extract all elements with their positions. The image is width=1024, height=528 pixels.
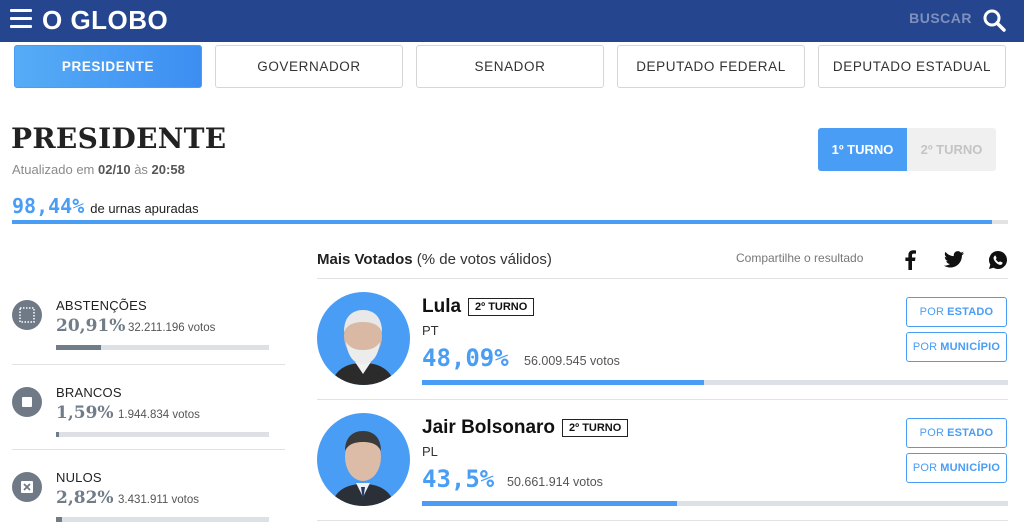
candidates-heading-rest: (% de votos válidos)	[416, 251, 552, 268]
stat-votes: 32.211.196 votos	[128, 322, 216, 334]
por-estado-button[interactable]: POR ESTADO	[906, 297, 1007, 327]
x-box-icon	[12, 472, 42, 502]
por-municipio-label: MUNICÍPIO	[940, 341, 1001, 353]
second-turno-badge: 2º TURNO	[468, 298, 535, 316]
first-turno-button[interactable]: 1º TURNO	[818, 128, 907, 171]
candidate-bar-fill	[422, 380, 704, 385]
stat-label: ABSTENÇÕES	[56, 298, 147, 313]
square-icon	[12, 387, 42, 417]
por-estado-prefix: POR	[919, 306, 945, 318]
logo[interactable]: O GLOBO	[42, 5, 169, 35]
tab-senador[interactable]: SENADOR	[416, 45, 604, 88]
whatsapp-icon[interactable]	[988, 250, 1008, 270]
stat-bar-fill	[56, 517, 62, 522]
divider	[317, 399, 1008, 400]
stat-percent: 20,91%	[56, 316, 126, 336]
stat-bar-fill	[56, 432, 60, 437]
urnas-percent: 98,44%	[12, 194, 85, 218]
divider	[317, 520, 1008, 521]
search-icon[interactable]	[982, 8, 1006, 32]
urnas-progress-fill	[12, 220, 993, 224]
second-turno-button[interactable]: 2º TURNO	[907, 128, 996, 171]
urnas-progress-bar	[12, 220, 1008, 224]
por-municipio-label: MUNICÍPIO	[940, 462, 1001, 474]
share-label: Compartilhe o resultado	[736, 251, 864, 265]
stat-bar-fill	[56, 345, 101, 350]
tab-presidente[interactable]: PRESIDENTE	[14, 45, 202, 88]
office-tabs: PRESIDENTE GOVERNADOR SENADOR DEPUTADO F…	[14, 45, 1006, 88]
candidate-party: PL	[422, 444, 438, 459]
stat-bar	[56, 432, 269, 437]
stat-bar	[56, 517, 269, 522]
second-turno-badge: 2º TURNO	[562, 419, 629, 437]
por-estado-label: ESTADO	[947, 306, 994, 318]
menu-icon[interactable]	[10, 9, 32, 29]
urnas-apuradas: 98,44% de urnas apuradas	[12, 194, 199, 218]
stat-bar	[56, 345, 269, 350]
updated-sep: às	[134, 162, 148, 177]
top-bar: O GLOBO BUSCAR	[0, 0, 1024, 42]
avatar	[317, 292, 410, 385]
candidate-row-lula: Lula 2º TURNO PT 48,09% 56.009.545 votos…	[317, 292, 1008, 402]
facebook-icon[interactable]	[903, 250, 917, 270]
updated-date: 02/10	[98, 162, 131, 177]
urnas-label: de urnas apuradas	[90, 201, 199, 216]
divider	[12, 449, 285, 450]
candidate-bar-fill	[422, 501, 677, 506]
por-estado-prefix: POR	[919, 427, 945, 439]
por-municipio-prefix: POR	[912, 341, 938, 353]
candidate-votes: 50.661.914 votos	[507, 475, 603, 489]
updated-prefix: Atualizado em	[12, 162, 95, 177]
candidates-heading-bold: Mais Votados	[317, 251, 413, 268]
candidate-votes: 56.009.545 votos	[524, 354, 620, 368]
tab-deputado-federal[interactable]: DEPUTADO FEDERAL	[617, 45, 805, 88]
por-municipio-prefix: POR	[912, 462, 938, 474]
candidate-bar	[422, 380, 1008, 385]
por-estado-label: ESTADO	[947, 427, 994, 439]
stat-percent: 1,59%	[56, 403, 114, 423]
updated-time: 20:58	[151, 162, 185, 177]
candidates-heading: Mais Votados (% de votos válidos)	[317, 251, 552, 268]
stat-votes: 3.431.911 votos	[118, 494, 199, 506]
candidate-name: Jair Bolsonaro	[422, 417, 556, 438]
candidate-percent: 43,5%	[422, 465, 495, 493]
stat-percent: 2,82%	[56, 488, 114, 508]
stat-votes: 1.944.834 votos	[118, 409, 200, 421]
divider	[317, 278, 1008, 279]
turno-switch: 1º TURNO 2º TURNO	[818, 128, 996, 171]
stat-label: NULOS	[56, 470, 102, 485]
page-title: PRESIDENTE	[11, 122, 227, 155]
candidate-bar	[422, 501, 1008, 506]
por-municipio-button[interactable]: POR MUNICÍPIO	[906, 453, 1007, 483]
grid-square-icon	[12, 300, 42, 330]
tab-deputado-estadual[interactable]: DEPUTADO ESTADUAL	[818, 45, 1006, 88]
por-municipio-button[interactable]: POR MUNICÍPIO	[906, 332, 1007, 362]
updated-timestamp: Atualizado em 02/10 às 20:58	[12, 162, 185, 177]
por-estado-button[interactable]: POR ESTADO	[906, 418, 1007, 448]
divider	[12, 364, 285, 365]
search-label[interactable]: BUSCAR	[909, 10, 972, 26]
candidate-row-bolsonaro: Jair Bolsonaro 2º TURNO PL 43,5% 50.661.…	[317, 413, 1008, 523]
tab-governador[interactable]: GOVERNADOR	[215, 45, 403, 88]
candidate-name: Lula	[422, 296, 462, 317]
candidate-party: PT	[422, 323, 439, 338]
twitter-icon[interactable]	[944, 251, 964, 268]
avatar	[317, 413, 410, 506]
candidate-percent: 48,09%	[422, 344, 509, 372]
stat-label: BRANCOS	[56, 385, 122, 400]
